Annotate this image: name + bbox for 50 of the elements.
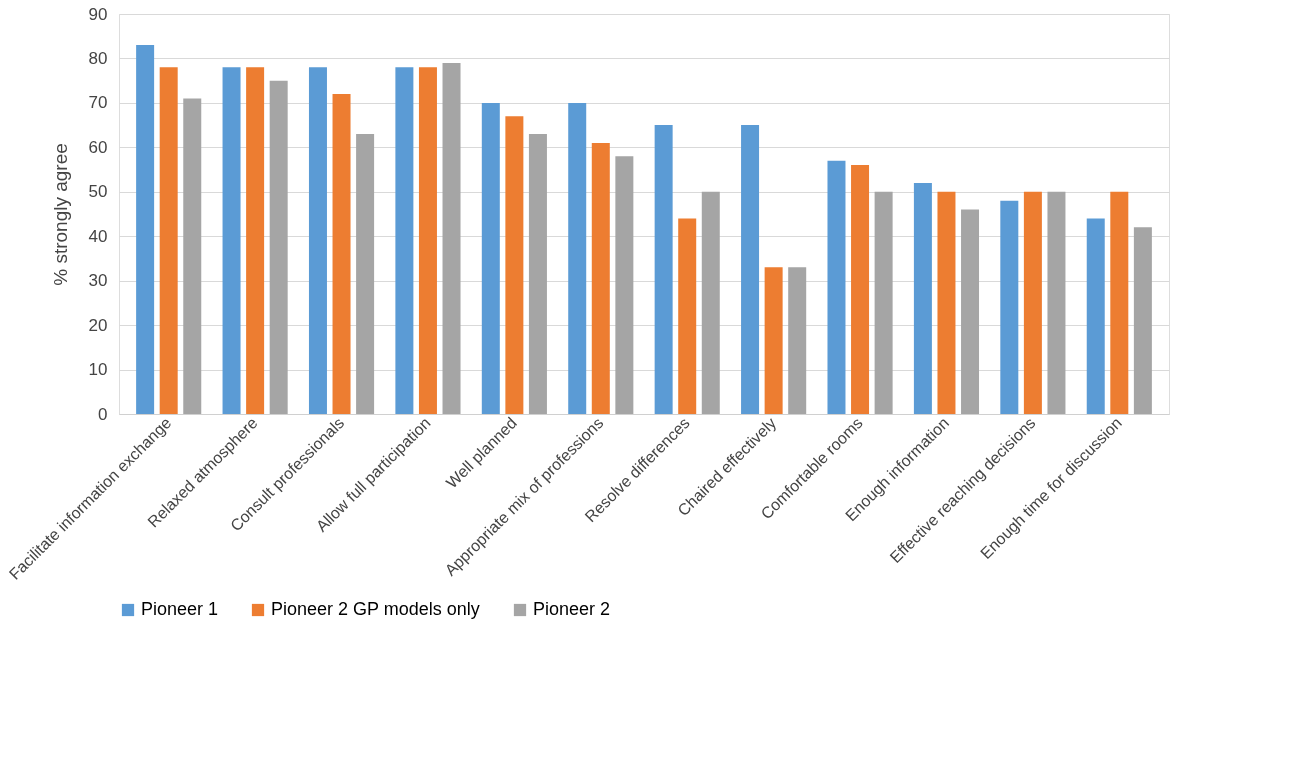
bar: [701, 191, 720, 414]
bar: [741, 125, 760, 414]
legend-label: Pioneer 2: [533, 599, 611, 619]
bar: [418, 67, 437, 414]
bar: [505, 116, 524, 414]
y-tick-label: 70: [88, 93, 108, 113]
bar: [654, 125, 673, 414]
bar: [615, 156, 634, 414]
bar: [395, 67, 414, 414]
bar: [788, 267, 807, 414]
bar: [678, 218, 697, 414]
bar: [442, 62, 461, 414]
legend-label: Pioneer 2 GP models only: [271, 599, 480, 619]
bar: [246, 67, 265, 414]
bar: [136, 45, 155, 414]
y-tick-label: 80: [88, 48, 108, 68]
bar: [851, 165, 870, 414]
bar: [1047, 191, 1066, 414]
bar: [874, 191, 893, 414]
bar: [332, 94, 351, 414]
bar: [481, 102, 500, 414]
bar: [183, 98, 202, 414]
bar: [269, 80, 288, 414]
bar: [827, 160, 846, 414]
bar: [528, 134, 547, 414]
bar: [1086, 218, 1105, 414]
legend-label: Pioneer 1: [141, 599, 219, 619]
y-tick-label: 10: [88, 360, 108, 380]
bar: [356, 134, 375, 414]
bar: [1023, 191, 1042, 414]
bar: [159, 67, 178, 414]
bar: [1110, 191, 1129, 414]
bar: [1133, 227, 1152, 414]
bar: [913, 182, 932, 414]
y-tick-label: 50: [88, 182, 108, 202]
bar: [568, 102, 587, 414]
y-tick-label: 30: [88, 271, 108, 291]
bar: [764, 267, 783, 414]
y-axis-title: % strongly agree: [49, 143, 71, 286]
y-tick-label: 40: [88, 226, 108, 246]
bar: [591, 142, 610, 414]
bar: [308, 67, 327, 414]
y-tick-label: 0: [98, 404, 108, 424]
y-tick-label: 60: [88, 137, 108, 157]
bar: [937, 191, 956, 414]
y-tick-label: 20: [88, 315, 108, 335]
bar: [961, 209, 980, 414]
bar: [1000, 200, 1019, 414]
bar: [222, 67, 241, 414]
y-tick-label: 90: [88, 4, 108, 24]
